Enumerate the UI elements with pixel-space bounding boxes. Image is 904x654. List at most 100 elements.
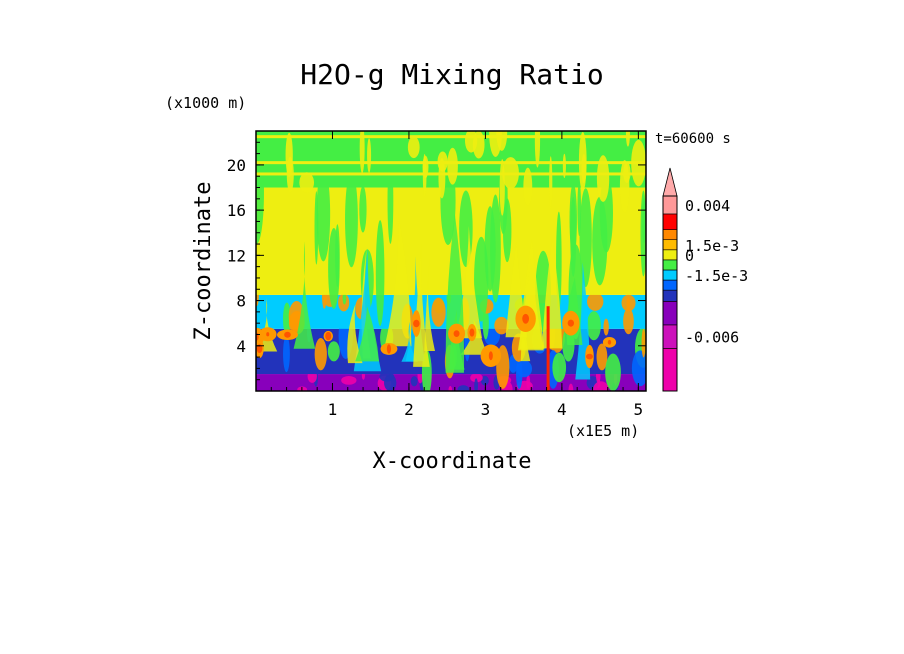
field-blob (587, 292, 604, 311)
colorbar-bin (662, 289, 678, 302)
field-blob (603, 318, 609, 336)
colorbar-bin (662, 195, 678, 215)
field-blob (577, 181, 582, 237)
field-blob (496, 131, 508, 151)
field-blob (384, 374, 397, 391)
field-spike (546, 306, 550, 391)
x-tick-label: 5 (634, 400, 644, 419)
colorbar-extend-triangle (662, 167, 678, 197)
colorbar-label: 0 (685, 247, 694, 265)
field-plume (384, 213, 412, 347)
field-plume (401, 321, 418, 362)
field-blob (480, 375, 489, 386)
field-blob (596, 155, 610, 202)
field-blob (327, 341, 340, 362)
field-blob (431, 297, 446, 327)
field-warm-core (413, 319, 420, 328)
field-blob (499, 159, 505, 216)
y-tick-label: 16 (227, 201, 246, 220)
field-blob (484, 206, 496, 292)
colorbar-bin (662, 259, 678, 271)
field-plume (347, 304, 363, 364)
colorbar-label: 1.5e-3 (685, 237, 739, 255)
field-blob (299, 172, 315, 193)
field-blob (316, 167, 331, 262)
colorbar-frame (662, 195, 678, 392)
field-blob (345, 171, 358, 268)
field-blob (623, 308, 634, 335)
colorbar-bin (662, 279, 678, 291)
field-blob (283, 335, 290, 373)
colorbar-bin (662, 239, 678, 251)
field-warm-core (522, 313, 530, 324)
field-blob (470, 373, 483, 383)
time-label: t=60600 s (655, 131, 731, 147)
field-warm-core (607, 339, 612, 345)
field-plume (256, 298, 278, 352)
field-blob (447, 147, 458, 185)
field-blob (568, 383, 574, 391)
field-warm-core (266, 332, 270, 337)
field-blob (552, 352, 567, 383)
field-blob (593, 381, 609, 391)
field-blob (341, 376, 357, 385)
field-blob (586, 311, 601, 341)
colorbar-bin (662, 324, 678, 349)
field-warm-core (586, 353, 593, 360)
field-blob (596, 343, 608, 371)
field-warm-core (284, 331, 291, 338)
field-blob (410, 376, 418, 387)
field-blob (457, 385, 470, 391)
y-tick-label: 20 (227, 156, 246, 175)
x-tick-label: 1 (328, 400, 338, 419)
x-tick-label: 4 (557, 400, 567, 419)
field-blob (631, 350, 646, 387)
colorbar-label: 0.004 (685, 197, 730, 215)
field-blob (549, 156, 553, 209)
field-stripe (256, 135, 646, 139)
field-stripe (256, 172, 646, 176)
field-warm-core (453, 330, 460, 337)
field-plume (424, 258, 435, 352)
field-blob (328, 227, 340, 310)
field-blob (523, 167, 533, 206)
field-blob (314, 191, 319, 265)
y-axis-label: Z-coordinate (191, 182, 216, 341)
field-blob (314, 338, 327, 371)
field-blob (359, 185, 367, 233)
x-tick-label: 3 (481, 400, 491, 419)
field-blob (516, 358, 523, 389)
field-blob (534, 131, 541, 168)
y-tick-label: 12 (227, 246, 246, 265)
colorbar-bin (662, 301, 678, 326)
field-blob (474, 378, 478, 391)
field-warm-core (325, 331, 332, 341)
colorbar-bin (662, 213, 678, 230)
field-warm-core (567, 319, 575, 327)
field-blob (562, 153, 566, 179)
x-tick-label: 2 (404, 400, 414, 419)
field-blob (579, 188, 592, 288)
colorbar-bin (662, 229, 678, 241)
x-axis-label: X-coordinate (373, 449, 532, 474)
colorbar-bin (662, 249, 678, 261)
field-blob (464, 131, 478, 153)
field-blob (642, 197, 646, 244)
field-stripe (256, 161, 646, 165)
field-blob (570, 196, 577, 277)
field-warm-core (256, 344, 263, 354)
field-blob (494, 316, 509, 335)
y-tick-label: 4 (236, 337, 246, 356)
field-blob (367, 138, 372, 173)
chart-title: H2O-g Mixing Ratio (300, 58, 603, 91)
field-blob (448, 386, 453, 391)
field-blob (407, 136, 420, 159)
field-blob (619, 160, 630, 213)
colorbar-bin (662, 269, 678, 281)
field-blob (626, 296, 631, 311)
field-warm-core (469, 328, 475, 337)
field-warm-core (386, 344, 392, 354)
field-plume (293, 241, 316, 349)
plot-field (256, 131, 646, 391)
